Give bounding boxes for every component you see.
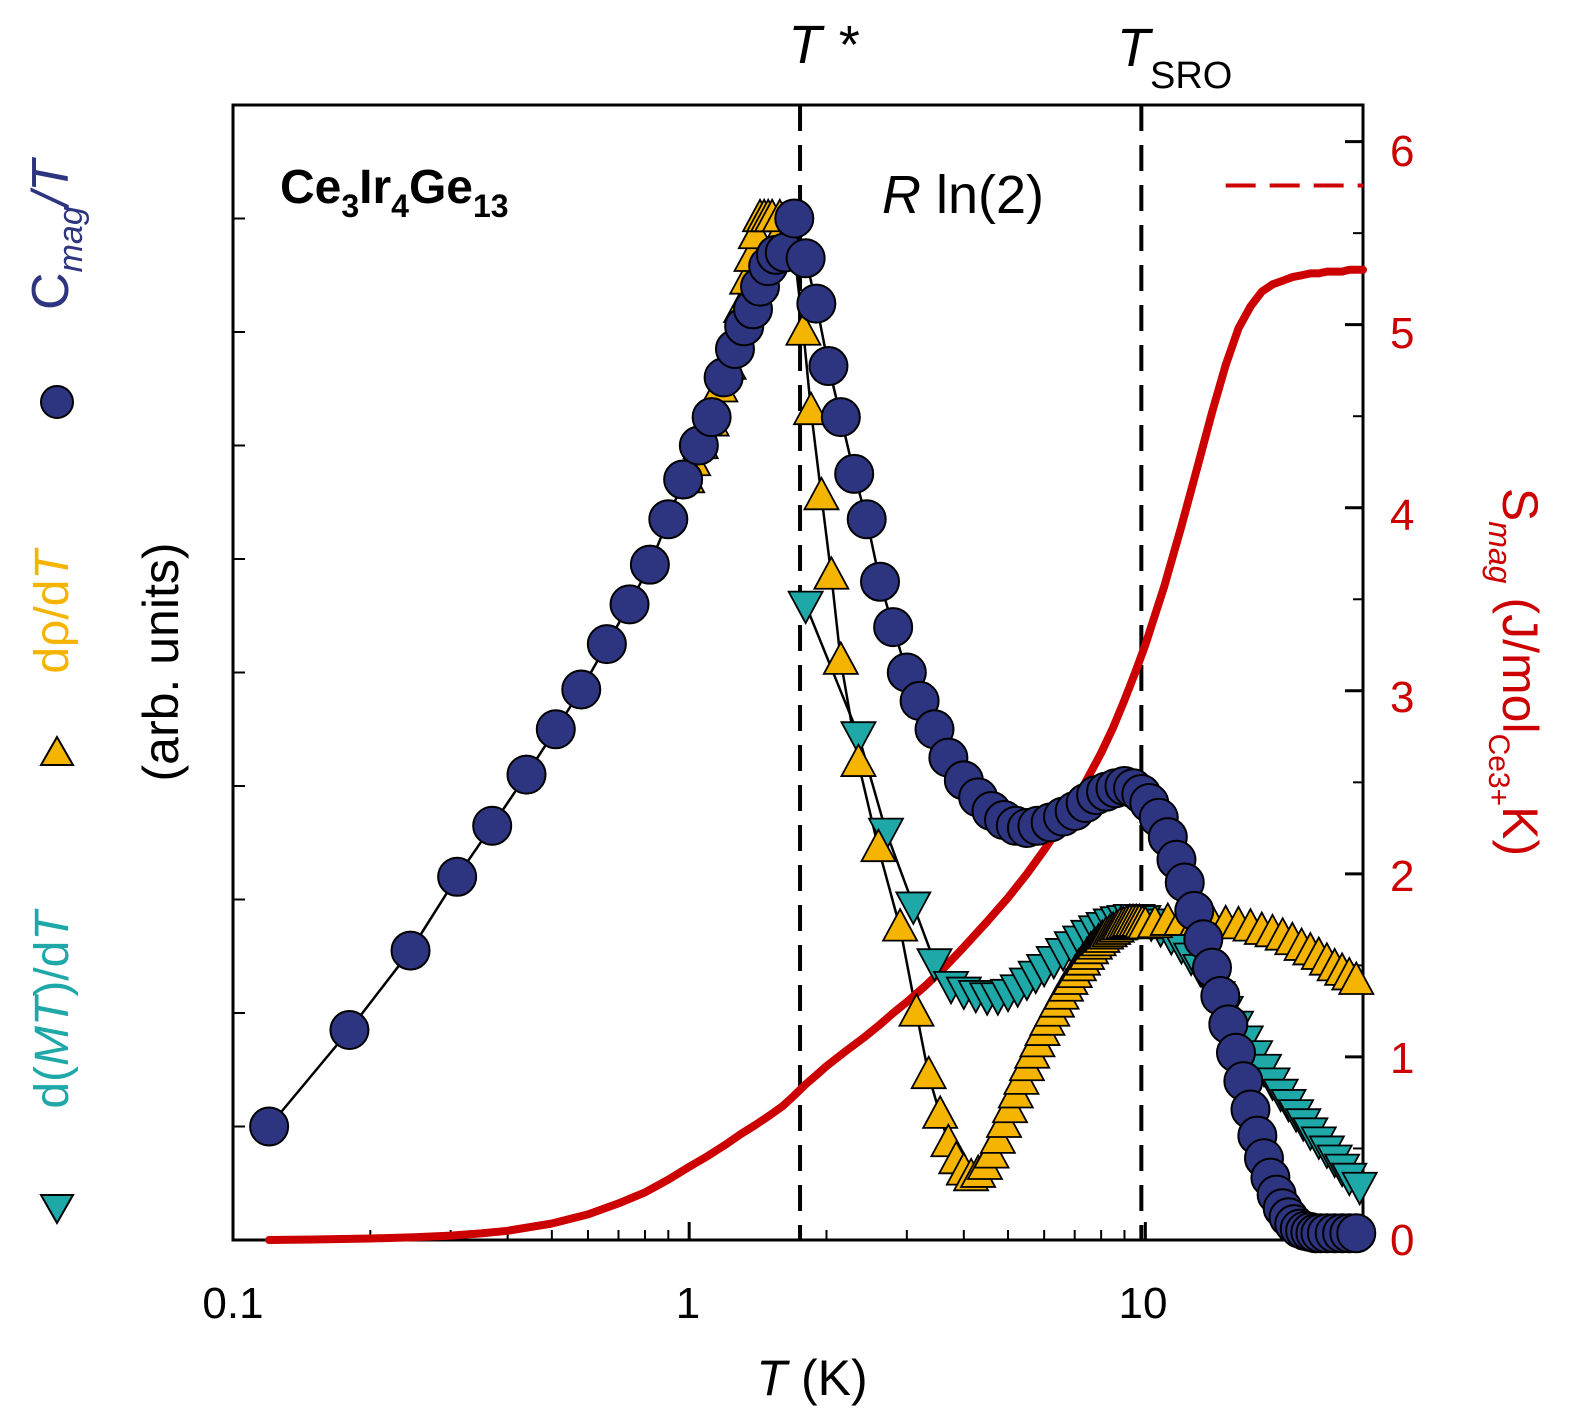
Cmag_T-point-12 [663,459,704,500]
t-star-label: T * [788,15,859,75]
right-tick-label-3: 3 [1390,673,1414,722]
t-sro-label: TSRO [1117,18,1232,97]
right-tick-label-4: 4 [1390,491,1414,540]
x-tick-label-0: 0.1 [202,1279,263,1328]
x-axis-unit: (K) [801,1350,868,1406]
Cmag_T-point-8 [586,624,627,665]
legend-label-drho-dT: dρ/dT [26,547,79,674]
left-legend: d(MT)/dT dρ/dT Cmag/T [22,157,90,1226]
drho_dT-point-26 [881,907,919,942]
drho_dT-point-28 [910,1054,948,1090]
Cmag_T-point-7 [561,669,602,710]
right-tick-label-1: 1 [1390,1034,1414,1083]
Cmag_T-point-30 [859,561,900,602]
drho_dT-point-24 [839,742,877,777]
legend-marker-drho-dT [39,734,75,766]
axis-ticks [231,140,1364,1242]
x-axis-symbol: T [756,1350,790,1406]
right-axis-symbol: S [1492,488,1548,521]
Cmag_T-point-24 [785,238,826,279]
reference-lines [798,105,1363,1240]
legend-marker-dMT-dT [39,1194,75,1226]
Cmag_T-point-2 [390,930,431,971]
rln2-label: R ln(2) [882,165,1044,225]
dMT_dT-point-0 [787,590,825,625]
drho_dT-point-23 [822,640,860,675]
dMT-dT-markers [787,590,1379,1207]
Cmag_T-point-10 [629,544,670,585]
Cmag_T-point-27 [820,397,861,438]
Cmag_T-point-31 [873,607,914,648]
drho_dT-point-29 [921,1094,959,1129]
drho_dT-point-20 [792,390,830,426]
Cmag_T-point-1 [329,1010,370,1051]
Cmag_T-point-82 [1336,1213,1377,1254]
x-axis-label: T (K) [756,1350,867,1406]
right-axis-label: Smag (J/molCe3+K) [1482,488,1548,856]
dMT_dT-point-4 [916,948,954,983]
drho-dT-markers [668,197,1375,1192]
Cmag_T-point-26 [808,346,849,387]
right-axis-unit-post: K) [1492,806,1548,856]
right-tick-label-5: 5 [1390,309,1414,358]
legend-marker-Cmag-T [40,385,74,419]
Cmag_T-point-28 [834,453,875,494]
dMT_dT-point-3 [894,891,932,926]
right-tick-label-6: 6 [1390,127,1414,176]
Cmag_T-point-3 [437,856,478,897]
Cmag_T-point-9 [609,584,650,625]
Cmag-T-markers [249,198,1377,1254]
drho_dT-point-21 [802,475,840,511]
legend-label-dMT-dT: d(MT)/dT [26,908,79,1109]
Cmag_T-point-14 [691,397,732,438]
right-axis-unit-pre: (J/mol [1492,597,1548,733]
Cmag_T-point-11 [648,499,689,540]
x-tick-label-1: 1 [676,1279,700,1328]
right-axis-sub: mag [1482,521,1518,583]
x-tick-label-2: 10 [1119,1279,1168,1328]
drho_dT-point-25 [859,827,897,863]
legend-label-Cmag-T: Cmag/T [22,157,90,310]
Cmag_T-point-25 [796,283,837,324]
Cmag_T-point-29 [846,499,887,540]
dMT_dT-point-1 [839,721,877,756]
dMT_dT-point-52 [1341,1171,1379,1207]
drho_dT-point-27 [897,992,936,1027]
Cmag_T-point-0 [249,1106,290,1147]
Cmag_T-point-5 [506,754,547,795]
Smag-curve [265,265,1367,1244]
Cmag_T-point-4 [472,805,513,846]
drho_dT-point-92 [1337,960,1375,995]
right-axis-unit-sub: Ce3+ [1482,734,1515,807]
compound-title: Ce3Ir4Ge13 [280,161,509,224]
drho_dT-point-19 [784,311,822,346]
Cmag_T-point-6 [535,709,576,750]
left-axis-label: (arb. units) [133,543,189,782]
Cmag_T-point-23 [774,198,815,239]
drho_dT-point-22 [812,555,850,590]
right-tick-label-0: 0 [1390,1216,1414,1265]
right-tick-label-2: 2 [1390,852,1414,901]
